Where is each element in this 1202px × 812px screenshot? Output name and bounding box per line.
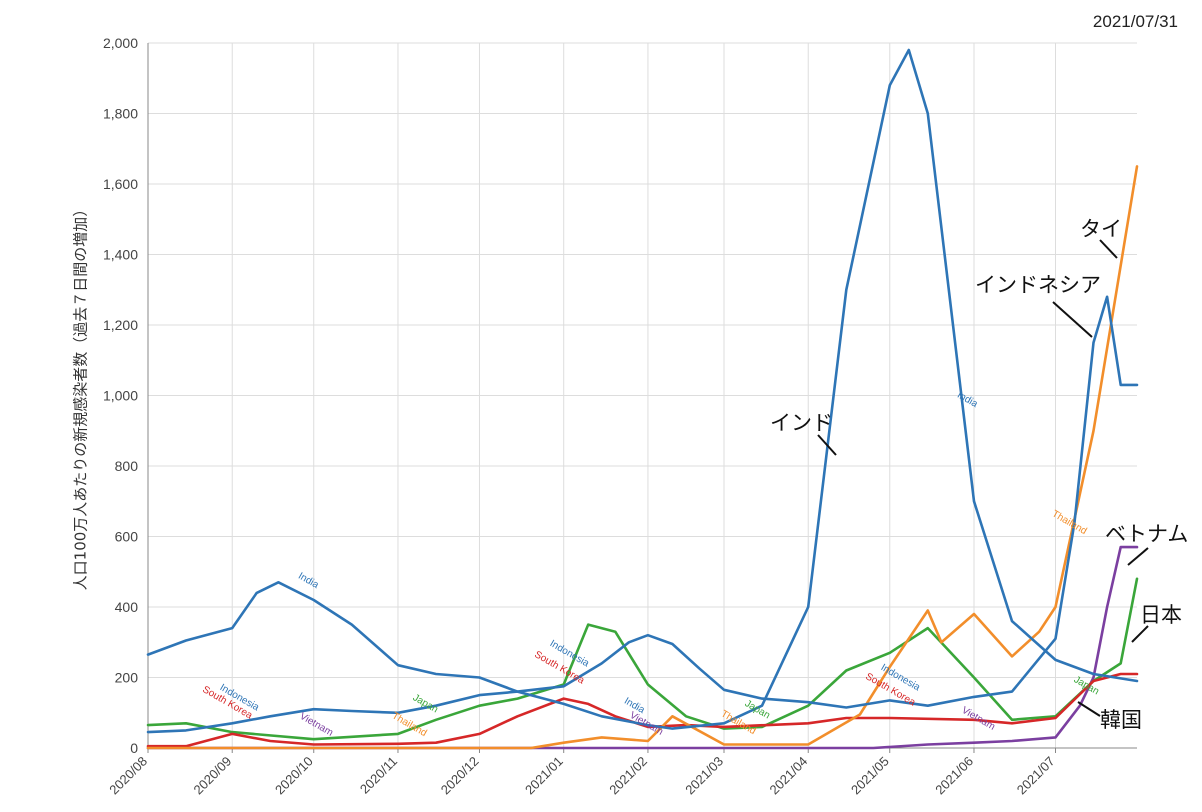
chart-date: 2021/07/31: [1092, 12, 1178, 31]
y-tick-label: 1,800: [103, 106, 138, 122]
y-tick-label: 1,000: [103, 388, 138, 404]
inline-label-vietnam: Vietnam: [628, 710, 665, 738]
series-line-india: [146, 48, 1139, 730]
x-tick-label: 2021/03: [682, 754, 726, 798]
annotation-indonesia: インドネシア: [975, 273, 1101, 297]
inline-label-india: India: [296, 571, 321, 592]
y-tick-label: 800: [115, 458, 139, 474]
annotation-thailand: タイ: [1080, 217, 1122, 241]
x-tick-label: 2021/07: [1014, 754, 1058, 798]
x-tick-label: 2021/04: [767, 754, 811, 798]
annotation-leader-south-korea: [1077, 701, 1101, 717]
annotation-leader-thailand: [1099, 239, 1118, 259]
axes: 0 200 400 600 800 1,000 1,200 1,400 1,600 1,800 2,…: [103, 35, 1137, 797]
x-tick-label: 2020/12: [438, 754, 482, 798]
x-tick-label: 2021/06: [932, 754, 976, 798]
series-line-japan: [146, 577, 1139, 741]
annotation-leader-india: [817, 434, 837, 456]
x-tick-label: 2020/10: [272, 754, 316, 798]
series-line-thailand: [146, 165, 1139, 750]
y-tick-label: 1,600: [103, 176, 138, 192]
series-line-vietnam: [146, 545, 1139, 750]
y-tick-label: 0: [130, 740, 138, 756]
series-lines: [146, 48, 1139, 750]
y-tick-label: 200: [115, 670, 139, 686]
inline-label-japan: Japan: [411, 692, 440, 715]
y-tick-label: 400: [115, 599, 139, 615]
inline-label-india: India: [955, 390, 980, 411]
y-tick-label: 1,200: [103, 317, 138, 333]
y-tick-label: 2,000: [103, 35, 138, 51]
y-tick-label: 600: [115, 529, 139, 545]
x-tick-label: 2020/11: [357, 754, 400, 797]
x-tick-label: 2021/05: [848, 754, 892, 798]
x-tick-label: 2020/09: [191, 754, 235, 798]
annotation-japan: 日本: [1140, 603, 1182, 627]
x-tick-label: 2020/08: [106, 754, 150, 798]
inline-label-japan: Japan: [743, 698, 772, 721]
series-line-indonesia: [146, 295, 1139, 734]
y-tick-label: 1,400: [103, 247, 138, 263]
annotation-leader-japan: [1131, 625, 1149, 643]
annotation-vietnam: ベトナム: [1105, 522, 1188, 546]
inline-label-vietnam: Vietnam: [298, 711, 335, 739]
annotation-india: インド: [770, 411, 833, 435]
x-tick-label: 2021/02: [606, 754, 650, 798]
annotation-south-korea: 韓国: [1100, 708, 1142, 732]
grid: [147, 42, 1137, 749]
x-tick-label: 2021/01: [522, 754, 566, 798]
annotation-leader-indonesia: [1052, 301, 1093, 338]
annotation-leader-vietnam: [1127, 547, 1149, 566]
